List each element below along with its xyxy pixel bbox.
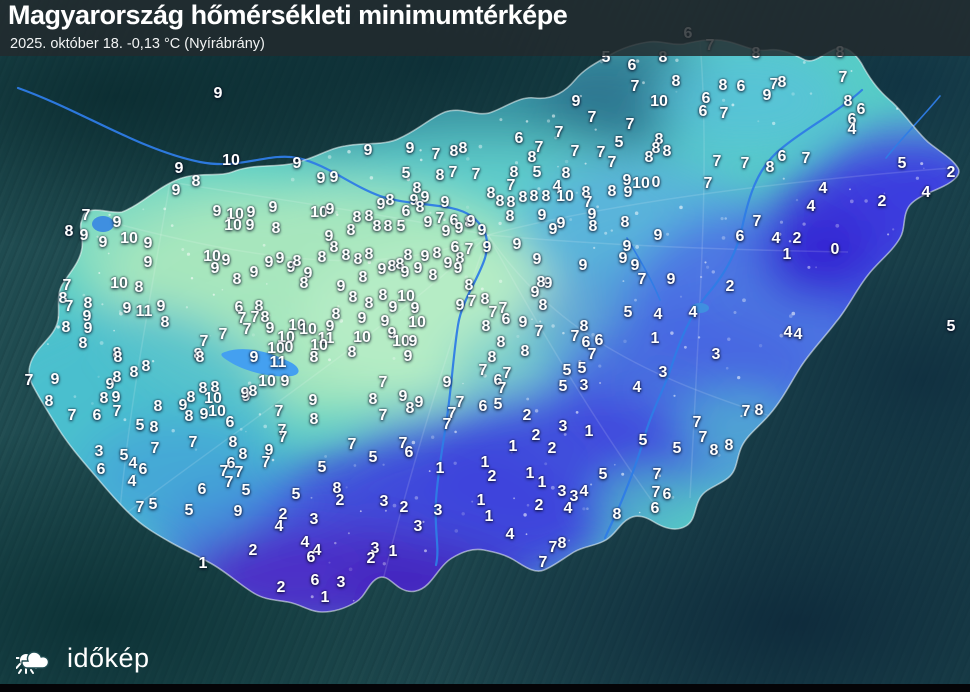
bottom-bar — [0, 684, 970, 692]
lake-ferto — [92, 216, 114, 232]
title-bar: Magyarország hőmérsékleti minimumtérképe… — [0, 0, 970, 56]
road-lines — [94, 41, 951, 593]
cloud-sun-icon — [16, 651, 50, 674]
lake-shapes — [92, 216, 709, 377]
lake-tisza — [691, 303, 709, 313]
river-lines — [16, 86, 941, 567]
hungary-border-line — [28, 39, 960, 613]
lake-balaton — [221, 349, 299, 377]
map-subtitle: 2025. október 18. -0,13 °C (Nyírábrány) — [10, 36, 265, 52]
page-title: Magyarország hőmérsékleti minimumtérképe — [8, 0, 568, 30]
idokep-logo: időkép — [16, 640, 150, 676]
logo-text: időkép — [67, 642, 150, 673]
